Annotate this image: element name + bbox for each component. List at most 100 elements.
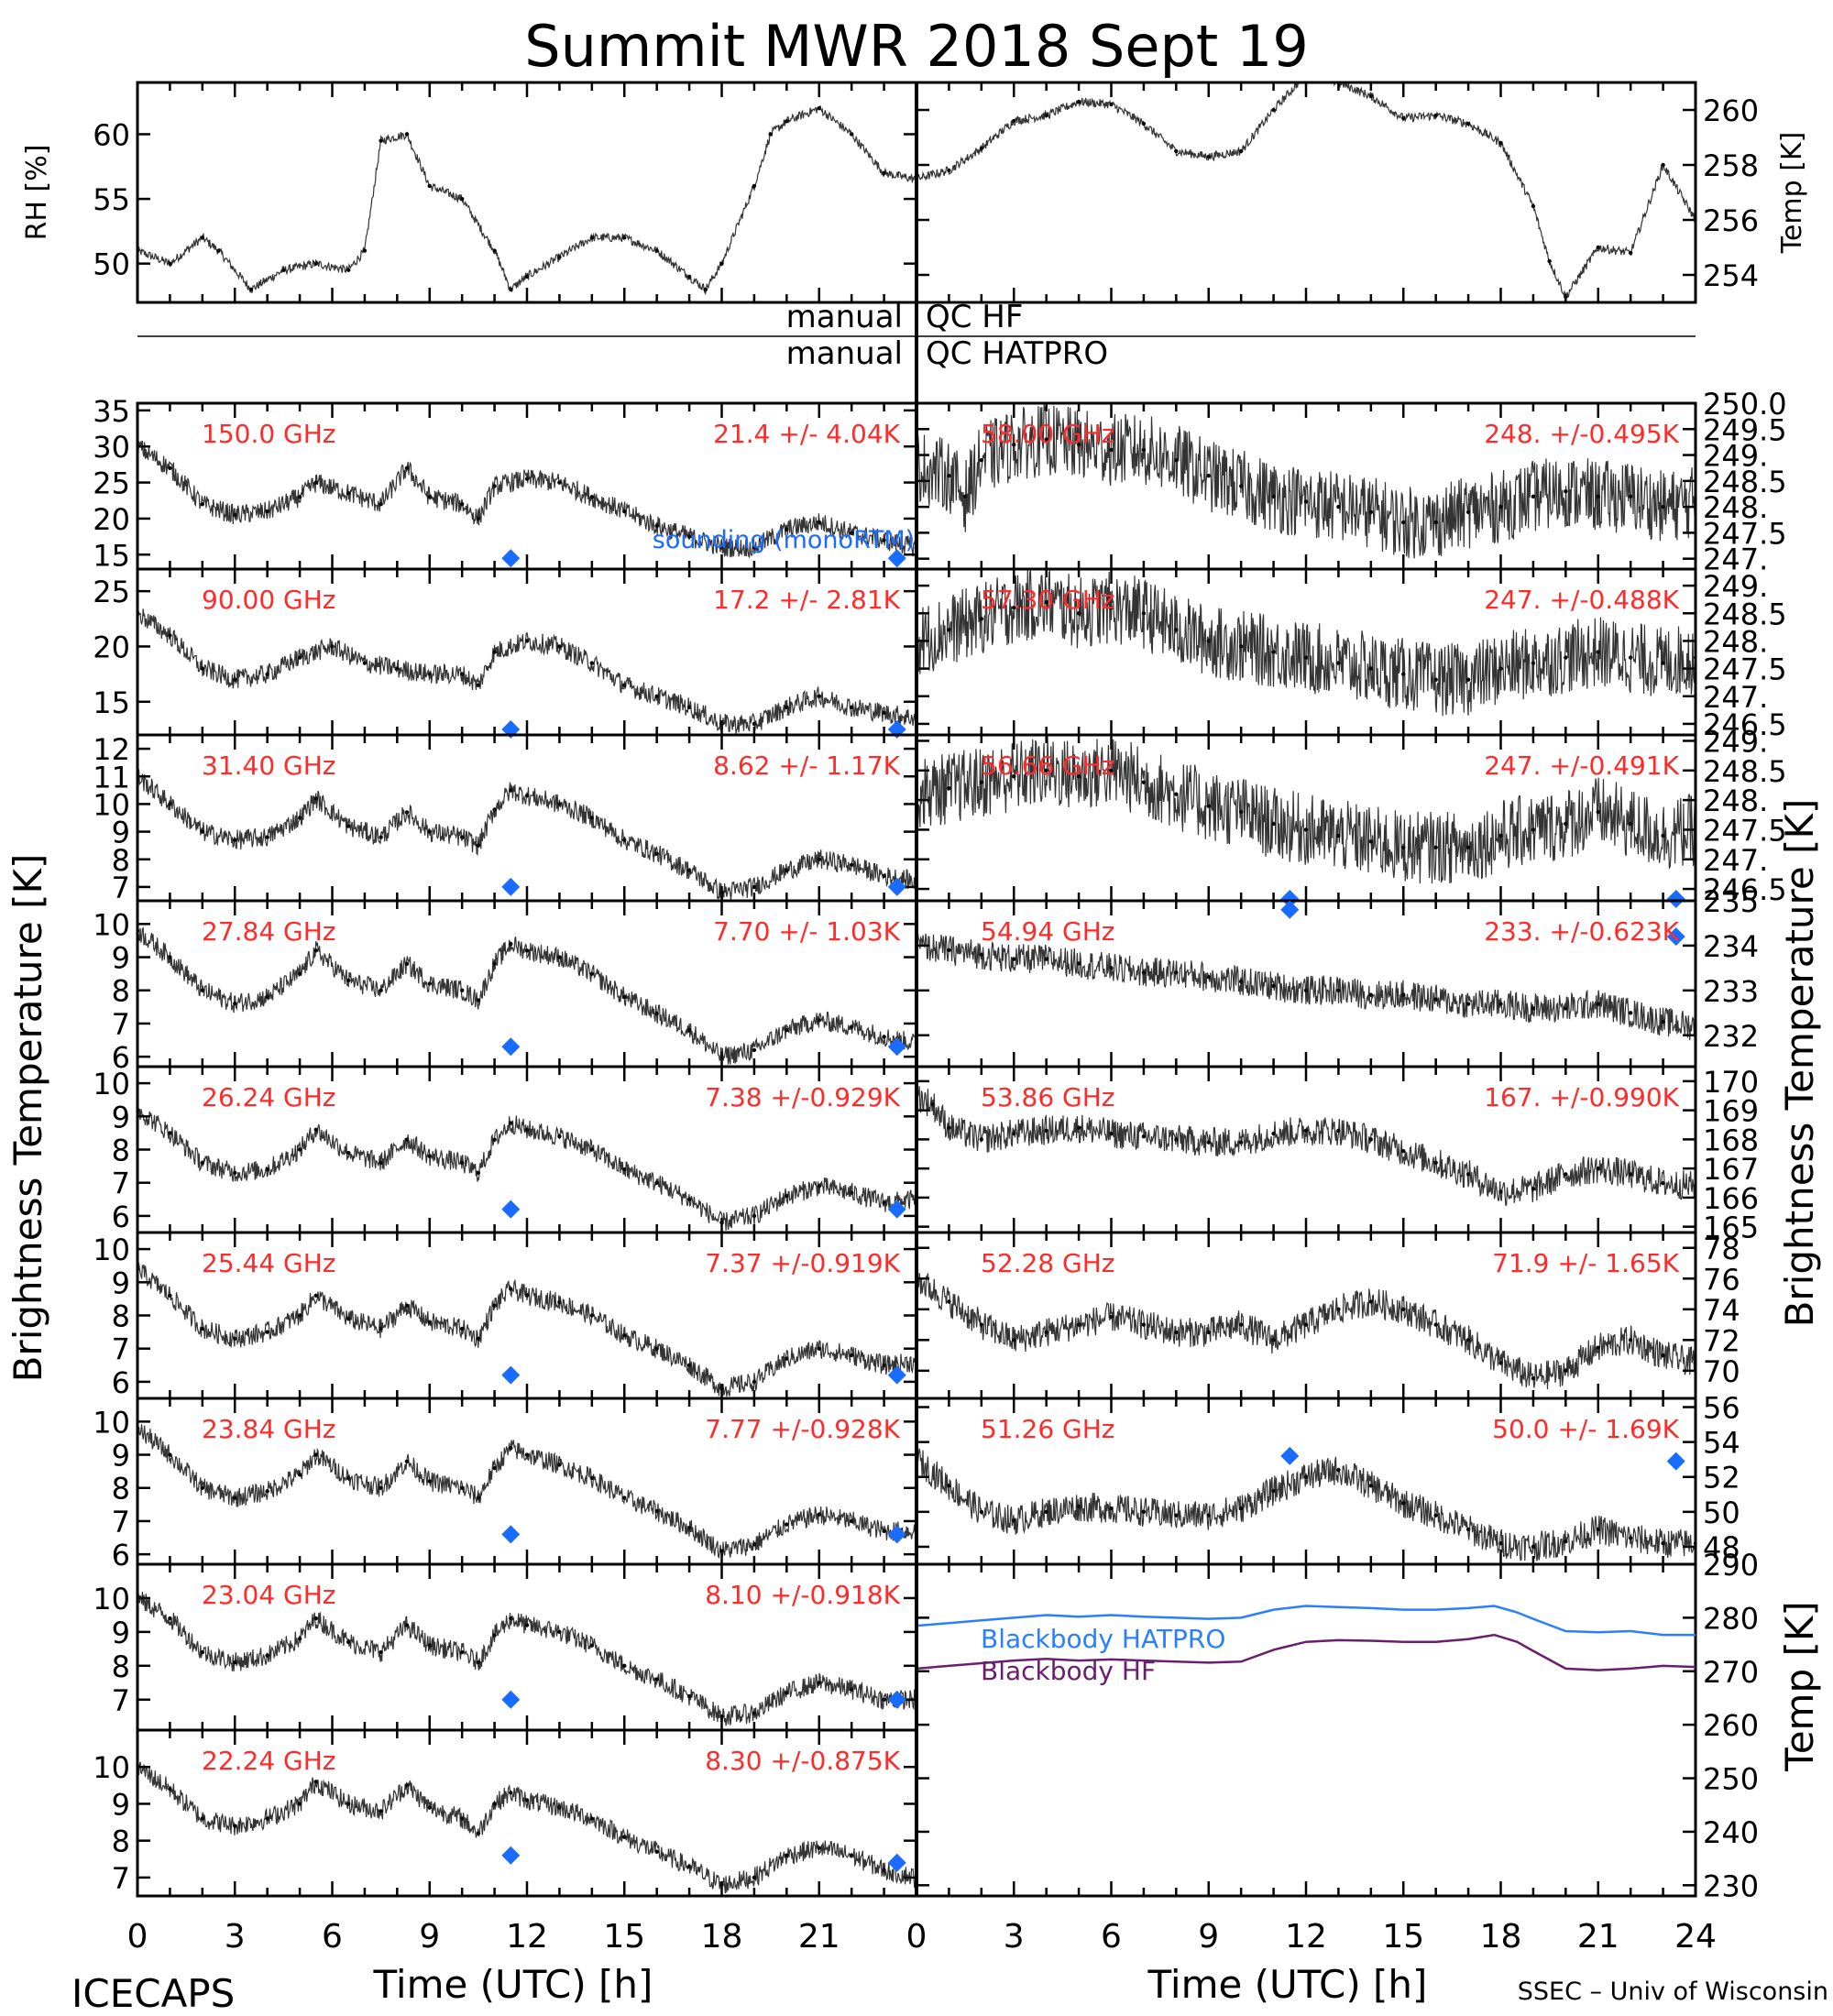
y-tick-label: 248.5 <box>1703 754 1787 789</box>
chart-title: Summit MWR 2018 Sept 19 <box>524 13 1309 80</box>
channel-label: 57.30 GHz <box>981 585 1115 615</box>
stats-label: 21.4 +/- 4.04K <box>713 419 900 449</box>
trace-area <box>137 769 916 901</box>
y-tick-label: 7 <box>112 1505 130 1539</box>
x-tick-label-right: 21 <box>1577 1918 1619 1956</box>
y-tick-label: 7 <box>112 1167 130 1201</box>
trace-area <box>137 926 916 1065</box>
y-tick-label: 280 <box>1703 1601 1759 1636</box>
y-tick-label: 248. <box>1703 490 1768 525</box>
y-tick-label: 247.5 <box>1703 516 1787 551</box>
y-tick-label: 8 <box>112 1824 130 1859</box>
data-point <box>297 1147 302 1152</box>
y-tick-label: 260 <box>1703 1708 1759 1743</box>
channel-label: 22.24 GHz <box>202 1746 336 1776</box>
y-tick-label: 249. <box>1703 439 1768 474</box>
y-tick-label: 50 <box>93 247 130 282</box>
y-tick-label: 10 <box>93 1582 130 1616</box>
y-tick-label: 248. <box>1703 783 1768 818</box>
sounding-marker <box>887 1853 906 1872</box>
trace-area <box>137 606 916 734</box>
data-point <box>1564 1172 1568 1177</box>
y-tick-label: 10 <box>93 787 130 822</box>
stats-label: 7.37 +/-0.919K <box>705 1248 900 1278</box>
y-tick-label: 7 <box>112 871 130 905</box>
channel-label: 26.24 GHz <box>202 1082 336 1112</box>
y-tick-label: 246.5 <box>1703 707 1787 742</box>
y-tick-label: 10 <box>93 1067 130 1101</box>
sounding-marker <box>501 1846 521 1865</box>
sounding-marker <box>1280 900 1300 919</box>
trace-area <box>137 1591 916 1726</box>
sounding-marker <box>501 1200 521 1219</box>
x-tick-label-right: 3 <box>1004 1918 1025 1956</box>
y-tick-label: 232 <box>1703 1019 1759 1054</box>
y-tick-label: 234 <box>1703 929 1759 964</box>
series-line-hf <box>916 1633 1696 1671</box>
x-tick-label-right: 15 <box>1382 1918 1424 1956</box>
y-tick-label: 246.5 <box>1703 872 1787 907</box>
trace-area <box>137 1107 916 1231</box>
y-tick-label: 247. <box>1703 680 1768 715</box>
trace-line <box>137 1760 916 1894</box>
y-tick-label: 165 <box>1703 1211 1759 1245</box>
panel-frame <box>915 81 1697 304</box>
y-tick-label: 260 <box>1703 93 1759 128</box>
y-tick-label: 54 <box>1703 1426 1740 1461</box>
data-point <box>1174 792 1179 796</box>
stats-label: 248. +/-0.495K <box>1484 419 1679 449</box>
y-tick-label: 248.5 <box>1703 465 1787 499</box>
data-point <box>882 1035 886 1039</box>
y-tick-label: 9 <box>112 941 130 976</box>
trace-area <box>137 105 916 295</box>
trace-area <box>916 1605 1696 1671</box>
trace-area <box>916 933 1696 1041</box>
qc-right-1: QC HF <box>926 299 1023 335</box>
y-tick-label: 8 <box>112 1299 130 1334</box>
y-tick-label: 247. <box>1703 542 1768 577</box>
x-axis-label-left: Time (UTC) [h] <box>373 1962 653 2007</box>
y-tick-label: 8 <box>112 843 130 878</box>
y-tick-label: 233 <box>1703 974 1759 1009</box>
trace-line <box>916 569 1696 717</box>
y-tick-label: 7 <box>112 1683 130 1718</box>
channel-panel-right-3: 232 233 234 235 54.94 GHz 233. +/-0.623K <box>915 884 1759 1068</box>
channel-label: 54.94 GHz <box>981 916 1115 947</box>
y-tick-label: 256 <box>1703 203 1759 238</box>
y-tick-label: 15 <box>93 685 130 720</box>
stats-label: 8.62 +/- 1.17K <box>713 751 900 781</box>
y-tick-label: 7 <box>112 1332 130 1367</box>
y-tick-label: 249. <box>1703 569 1768 604</box>
y-tick-label: 6 <box>112 1538 130 1572</box>
trace-area <box>916 1448 1696 1561</box>
y-tick-label: 35 <box>93 394 130 429</box>
trace-area <box>916 569 1696 717</box>
trace-area <box>916 403 1696 559</box>
trace-area <box>916 735 1696 884</box>
sounding-marker <box>1666 890 1685 908</box>
y-tick-label: 235 <box>1703 884 1759 919</box>
stats-label: 233. +/-0.623K <box>1484 916 1679 947</box>
y-tick-label: 248. <box>1703 624 1768 659</box>
sounding-marker <box>1280 890 1300 908</box>
right-side-label: Brightness Temperature [K] <box>1777 799 1822 1328</box>
data-point <box>362 248 368 253</box>
y-tick-label: 6 <box>112 1040 130 1075</box>
trace-area <box>137 1760 916 1894</box>
series-line-hatpro <box>916 1605 1696 1637</box>
stats-label: 247. +/-0.488K <box>1484 585 1679 615</box>
x-tick-label-left: 9 <box>419 1918 440 1956</box>
trace-line <box>916 1083 1696 1206</box>
y-tick-label: 290 <box>1703 1548 1759 1583</box>
y-tick-label: 258 <box>1703 148 1759 183</box>
channel-label: 56.66 GHz <box>981 751 1115 781</box>
sounding-marker <box>501 549 521 568</box>
y-tick-label: 8 <box>112 1134 130 1168</box>
trace-line <box>916 1448 1696 1561</box>
